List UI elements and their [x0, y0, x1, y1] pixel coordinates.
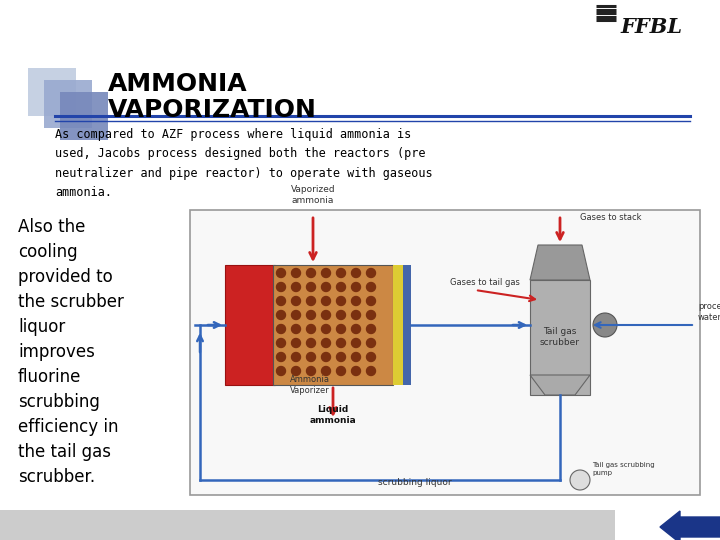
Bar	[273, 265, 393, 385]
Circle shape	[292, 296, 300, 306]
Circle shape	[307, 353, 315, 361]
Text: process
water: process water	[698, 302, 720, 322]
Circle shape	[336, 353, 346, 361]
Circle shape	[276, 325, 286, 334]
Circle shape	[276, 268, 286, 278]
Circle shape	[366, 310, 376, 320]
Circle shape	[292, 325, 300, 334]
Circle shape	[366, 268, 376, 278]
Circle shape	[307, 339, 315, 348]
Text: AMMONIA: AMMONIA	[108, 72, 248, 96]
Circle shape	[307, 325, 315, 334]
Circle shape	[366, 353, 376, 361]
Text: Ammonia
Vaporizer: Ammonia Vaporizer	[290, 375, 330, 395]
Circle shape	[322, 339, 330, 348]
Text: Also the
cooling
provided to
the scrubber
liquor
improves
fluorine
scrubbing
eff: Also the cooling provided to the scrubbe…	[18, 218, 124, 486]
Circle shape	[336, 296, 346, 306]
Circle shape	[276, 282, 286, 292]
Circle shape	[322, 282, 330, 292]
Text: Liquid
ammonia: Liquid ammonia	[310, 405, 356, 425]
Bar	[60, 92, 108, 140]
Circle shape	[307, 296, 315, 306]
Circle shape	[351, 268, 361, 278]
Circle shape	[593, 313, 617, 337]
Circle shape	[322, 367, 330, 375]
Polygon shape	[530, 245, 590, 280]
Circle shape	[307, 310, 315, 320]
Text: Gases to stack: Gases to stack	[580, 213, 642, 222]
Circle shape	[276, 310, 286, 320]
Circle shape	[366, 325, 376, 334]
Bar	[190, 210, 700, 495]
Circle shape	[366, 367, 376, 375]
Circle shape	[351, 282, 361, 292]
Bar	[0, 510, 615, 540]
Circle shape	[322, 268, 330, 278]
Text: Tail gas scrubbing
pump: Tail gas scrubbing pump	[592, 462, 654, 476]
Circle shape	[336, 367, 346, 375]
Circle shape	[307, 282, 315, 292]
Circle shape	[292, 367, 300, 375]
Bar	[225, 265, 275, 385]
Text: Vaporized
ammonia: Vaporized ammonia	[291, 185, 336, 205]
Text: scrubbing liquor: scrubbing liquor	[378, 478, 452, 487]
Circle shape	[276, 353, 286, 361]
Bar	[403, 265, 411, 385]
Circle shape	[292, 282, 300, 292]
Text: FFBL: FFBL	[620, 17, 682, 37]
Circle shape	[336, 310, 346, 320]
Circle shape	[366, 296, 376, 306]
Bar	[393, 265, 403, 385]
Circle shape	[336, 339, 346, 348]
Polygon shape	[530, 375, 590, 395]
Circle shape	[336, 268, 346, 278]
Circle shape	[276, 296, 286, 306]
Circle shape	[292, 268, 300, 278]
Circle shape	[307, 367, 315, 375]
Bar	[44, 80, 92, 128]
Circle shape	[366, 282, 376, 292]
Circle shape	[292, 339, 300, 348]
Text: Gases to tail gas: Gases to tail gas	[450, 278, 520, 287]
Circle shape	[351, 325, 361, 334]
Text: As compared to AZF process where liquid ammonia is
used, Jacobs process designed: As compared to AZF process where liquid …	[55, 128, 433, 199]
Bar	[530, 280, 590, 395]
Text: Tail gas
scrubber: Tail gas scrubber	[540, 327, 580, 347]
Circle shape	[322, 310, 330, 320]
Circle shape	[276, 339, 286, 348]
Circle shape	[336, 282, 346, 292]
Polygon shape	[660, 511, 720, 540]
Circle shape	[570, 470, 590, 490]
Circle shape	[276, 367, 286, 375]
Circle shape	[292, 353, 300, 361]
Bar	[28, 68, 76, 116]
Circle shape	[351, 367, 361, 375]
Circle shape	[322, 353, 330, 361]
Circle shape	[322, 325, 330, 334]
Text: VAPORIZATION: VAPORIZATION	[108, 98, 317, 122]
Circle shape	[351, 339, 361, 348]
Circle shape	[351, 353, 361, 361]
Circle shape	[322, 296, 330, 306]
Circle shape	[351, 296, 361, 306]
Circle shape	[336, 325, 346, 334]
Circle shape	[351, 310, 361, 320]
Circle shape	[307, 268, 315, 278]
Circle shape	[292, 310, 300, 320]
Circle shape	[366, 339, 376, 348]
